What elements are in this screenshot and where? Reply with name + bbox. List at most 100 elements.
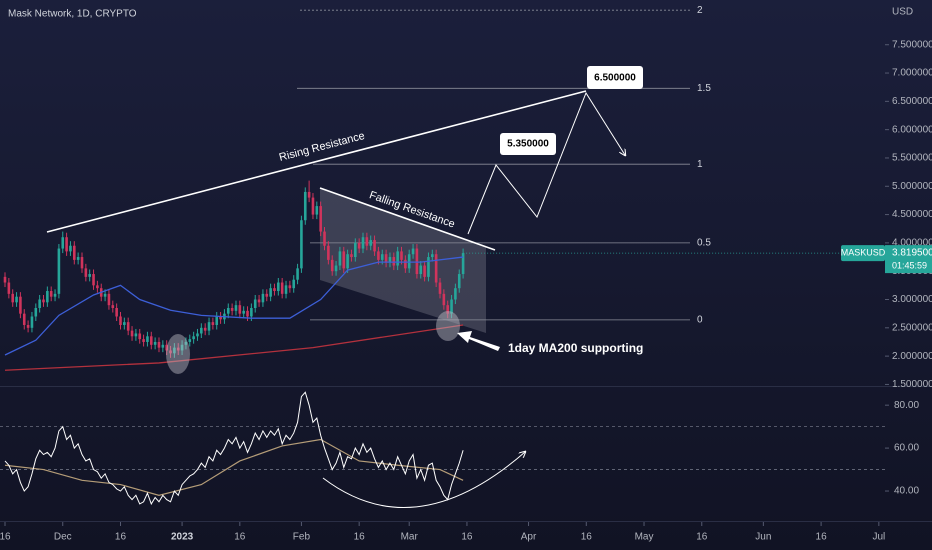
candle-body: [111, 305, 115, 308]
candle-body: [138, 333, 142, 340]
candle-body: [103, 293, 107, 297]
candle-body: [126, 322, 130, 331]
candle-body: [92, 274, 95, 286]
candle-body: [327, 245, 330, 260]
candle-body: [188, 339, 192, 342]
support-label: 1day MA200 supporting: [508, 341, 643, 355]
y-tick-label: 5.000000: [892, 181, 932, 192]
candle-body: [149, 336, 153, 345]
candle-body: [392, 257, 396, 266]
candle-body: [369, 240, 373, 246]
candle-body: [407, 254, 411, 269]
fib-label: 0: [697, 315, 703, 326]
fib-label: 1: [697, 159, 703, 170]
candle-body: [457, 274, 461, 289]
candle-body: [357, 242, 361, 249]
candle-body: [176, 347, 180, 351]
candle-body: [53, 293, 57, 297]
candle-body: [142, 339, 145, 342]
candle-body: [434, 254, 438, 283]
support-arrow: [457, 331, 500, 351]
x-tick-label: 16: [816, 532, 828, 543]
candle-body: [169, 350, 172, 354]
currency: USD: [892, 7, 913, 18]
y-tick-label: 7.000000: [892, 68, 932, 79]
candle-body: [380, 254, 384, 260]
candle-body: [373, 240, 376, 252]
rising-resistance-line: [46, 90, 587, 233]
candle-body: [284, 285, 288, 294]
candle-body: [334, 265, 338, 272]
candle-body: [196, 333, 199, 337]
y-tick-label: 1.500000: [892, 379, 932, 390]
moving-average: [4, 256, 464, 356]
moving-average: [4, 324, 464, 371]
candle-body: [461, 253, 465, 275]
y-tick-label: 3.000000: [892, 294, 932, 305]
candle-body: [311, 197, 315, 215]
candle-body: [265, 293, 269, 297]
x-tick-label: Apr: [521, 532, 537, 543]
candle-body: [230, 308, 234, 311]
x-tick-label: Jun: [755, 532, 771, 543]
candle-body: [303, 191, 307, 221]
candle-body: [246, 310, 249, 317]
x-tick-label: 16: [0, 532, 11, 543]
candle-body: [427, 257, 430, 277]
axes: 1.5000002.0000002.5000003.0000003.500000…: [0, 39, 932, 543]
symbol-label: MASKUSD: [841, 247, 886, 257]
candle-body: [388, 257, 392, 263]
price-label: 3.819500: [892, 248, 932, 259]
fib-label: 0.5: [697, 238, 711, 249]
x-tick-label: 16: [461, 532, 473, 543]
candle-body: [119, 316, 122, 325]
candle-body: [430, 254, 434, 258]
candle-body: [76, 257, 80, 260]
x-tick-label: 16: [696, 532, 708, 543]
candle-body: [442, 293, 446, 306]
candle-body: [384, 254, 388, 263]
candle-body: [454, 288, 457, 300]
candle-body: [404, 259, 407, 269]
candle-body: [165, 344, 168, 351]
candle-body: [69, 245, 72, 252]
x-tick-label: Feb: [293, 532, 311, 543]
candle-body: [72, 245, 76, 260]
candle-body: [153, 341, 157, 345]
candle-body: [346, 254, 349, 269]
candle-body: [173, 347, 176, 354]
candle-body: [84, 268, 88, 277]
candle-body: [203, 327, 207, 331]
candle-body: [273, 288, 276, 292]
candle-body: [192, 336, 195, 340]
candle-body: [211, 322, 215, 325]
countdown: 01:45:59: [892, 260, 927, 270]
candle-body: [134, 333, 138, 337]
x-tick-label: May: [635, 532, 654, 543]
candle-body: [146, 336, 149, 342]
candle-body: [19, 296, 22, 314]
x-tick-label: Jul: [872, 532, 885, 543]
candle-body: [365, 237, 369, 246]
candle-body: [80, 257, 84, 269]
candle-body: [319, 206, 322, 232]
candle-body: [234, 305, 238, 311]
x-tick-label: 16: [354, 532, 366, 543]
y-tick-label: 2.000000: [892, 351, 932, 362]
candle-body: [377, 251, 380, 260]
price-tag: [885, 245, 932, 274]
target-label: 5.350000: [507, 139, 549, 150]
candle-body: [396, 251, 399, 266]
fib-label: 2: [697, 5, 703, 16]
candle-body: [250, 308, 253, 317]
y-tick-label: 4.000000: [892, 238, 932, 249]
candle-body: [219, 316, 222, 320]
y-tick-label: 5.500000: [892, 153, 932, 164]
support-ellipse: [166, 334, 190, 374]
fib-label: 1.5: [697, 83, 711, 94]
x-tick-label: Dec: [54, 532, 72, 543]
price-pane: [3, 180, 885, 371]
y-tick-label: 6.500000: [892, 96, 932, 107]
rsi-pane: [0, 391, 885, 506]
